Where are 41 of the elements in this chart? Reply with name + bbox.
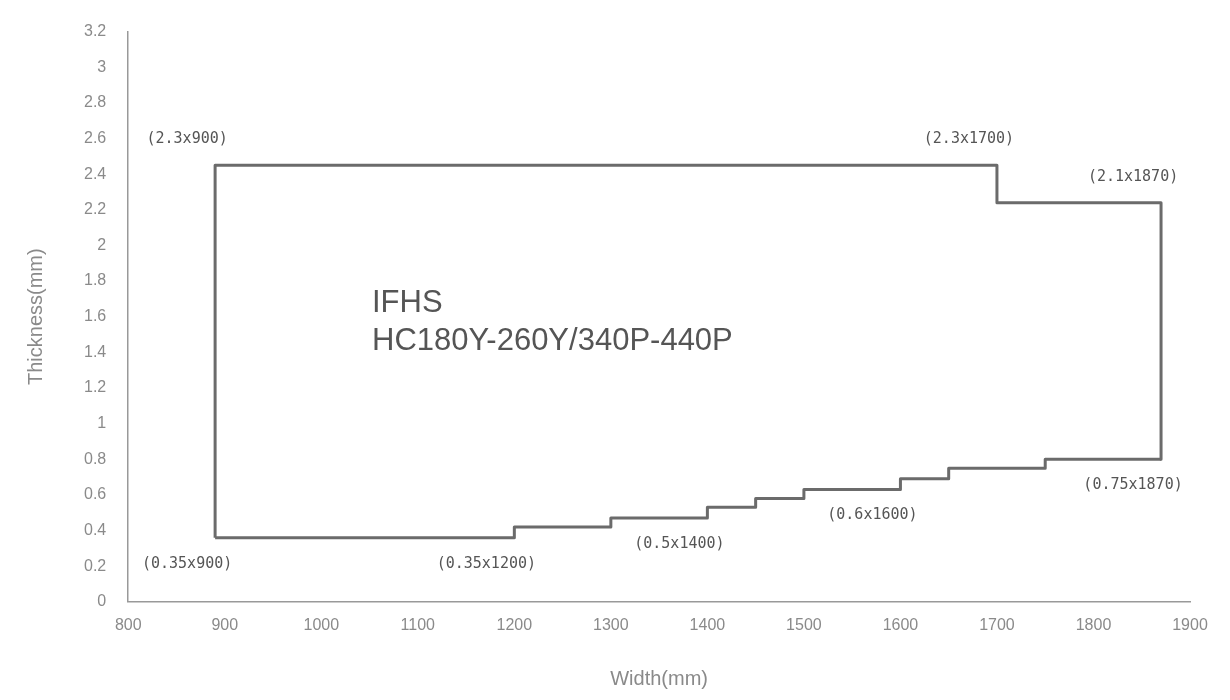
y-tick-label: 1.4 [83, 342, 107, 360]
annotation: (2.3x900) [146, 129, 228, 148]
y-tick-label: 2 [97, 235, 107, 253]
x-tick-label: 1400 [689, 615, 726, 633]
x-tick-label: 1800 [1075, 615, 1112, 633]
y-tick-label: 2.4 [83, 164, 107, 182]
y-tick-label: 3.2 [83, 22, 107, 40]
y-tick-label: 3 [97, 57, 107, 75]
y-tick-label: 0.8 [83, 449, 107, 467]
annotation: (0.35x900) [141, 553, 233, 572]
y-tick-label: 1.2 [83, 378, 107, 396]
annotation: (2.1x1870) [1087, 166, 1179, 185]
x-tick-label: 1700 [979, 615, 1015, 633]
y-axis-title: Thickness(mm) [23, 248, 46, 386]
y-tick-label: 2.2 [83, 200, 107, 218]
y-tick-label: 1 [97, 414, 107, 432]
y-tick-label: 0.6 [83, 485, 107, 503]
x-tick-label: 1300 [593, 615, 629, 633]
annotation: (0.35x1200) [436, 553, 537, 572]
y-tick-label: 0.4 [83, 520, 107, 538]
annotation: (0.75x1870) [1083, 475, 1183, 494]
y-tick-label: 2.6 [83, 128, 107, 146]
x-tick-label: 1500 [786, 615, 822, 633]
x-tick-label: 800 [114, 615, 142, 633]
annotation: (0.5x1400) [634, 533, 725, 552]
y-tick-label: 0.2 [83, 556, 107, 574]
x-tick-label: 1100 [400, 615, 436, 633]
y-tick-label: 2.8 [83, 93, 107, 111]
x-tick-label: 1900 [1172, 615, 1208, 633]
y-tick-label: 1.6 [83, 307, 107, 325]
x-tick-label: 900 [211, 615, 239, 633]
x-tick-label: 1000 [303, 615, 340, 633]
y-tick-label: 1.8 [83, 271, 107, 289]
x-tick-label: 1200 [496, 615, 533, 633]
x-tick-label: 1600 [882, 615, 919, 633]
annotation: (0.6x1600) [827, 505, 918, 524]
text: IFHS [372, 283, 444, 321]
text: HC180Y-260Y/340P-440P [372, 321, 733, 359]
y-tick-label: 0 [97, 592, 107, 610]
x-axis-title: Width(mm) [610, 666, 708, 689]
annotation: (2.3x1700) [923, 129, 1015, 148]
